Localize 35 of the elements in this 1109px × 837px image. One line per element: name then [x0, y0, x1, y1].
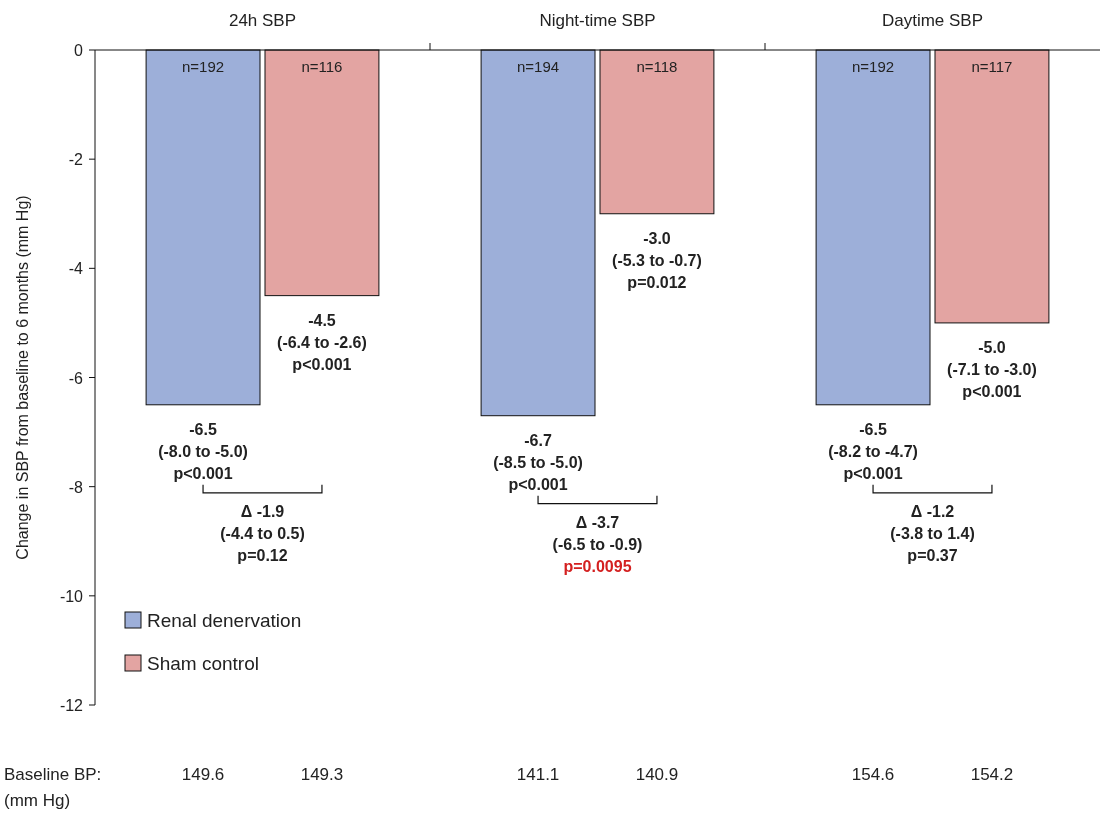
data-label: -3.0 (-5.3 to -0.7) p=0.012 [612, 229, 702, 291]
y-tick-label: 0 [74, 42, 84, 59]
annotation: Δ -1.2 (-3.8 to 1.4) p=0.37 [890, 502, 975, 564]
y-tick-label: -8 [68, 478, 84, 496]
legend-label: Renal denervation [147, 610, 302, 631]
text: Baseline BP: (mm Hg) [4, 765, 102, 810]
y-axis-title: Change in SBP from baseline to 6 months (mm Hg) [14, 195, 31, 560]
text: 149.3 [300, 765, 344, 784]
y-tick-label: -12 [59, 697, 84, 714]
annotation: n=118 [636, 58, 678, 75]
y-tick-label: -10 [59, 587, 84, 605]
y-tick-label: -2 [68, 151, 84, 169]
annotation: n=192 [181, 58, 225, 75]
text: 141.1 [516, 765, 560, 784]
annotation: Δ -1.9 (-4.4 to 0.5) p=0.12 [220, 502, 305, 564]
text: 140.9 [635, 765, 679, 784]
annotation: n=116 [301, 58, 343, 75]
annotation: n=192 [851, 58, 895, 75]
data-label: -5.0 (-7.1 to -3.0) p<0.001 [947, 338, 1037, 400]
data-label: -6.5 (-8.2 to -4.7) p<0.001 [828, 420, 918, 482]
data-label: -4.5 (-6.4 to -2.6) p<0.001 [277, 311, 367, 373]
y-tick-label: -6 [68, 369, 84, 387]
annotation: Δ -3.7 (-6.5 to -0.9) p=0.0095 [552, 513, 643, 575]
data-label: -6.5 (-8.0 to -5.0) p<0.001 [158, 420, 248, 482]
text: 149.6 [181, 765, 225, 784]
legend-label: Sham control [147, 653, 259, 674]
text: 154.2 [970, 765, 1014, 784]
x-tick-label: Daytime SBP [881, 11, 984, 30]
annotation: n=117 [971, 58, 1013, 75]
annotation: n=194 [516, 58, 560, 75]
y-tick-label: -4 [68, 260, 84, 278]
x-tick-label: 24h SBP [228, 11, 297, 30]
data-label: -6.7 (-8.5 to -5.0) p<0.001 [493, 431, 583, 493]
text: 154.6 [851, 765, 895, 784]
x-tick-label: Night-time SBP [539, 11, 656, 30]
